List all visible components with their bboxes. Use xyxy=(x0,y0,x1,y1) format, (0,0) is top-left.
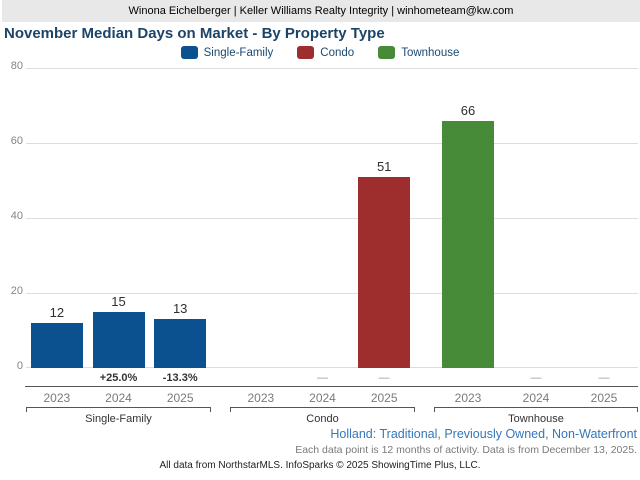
year-label-condo-2023: 2023 xyxy=(247,391,275,405)
change-label-condo-2023 xyxy=(230,371,292,386)
bar-value-label: 12 xyxy=(49,305,65,320)
bar-value-label: 13 xyxy=(172,301,188,317)
gridline-40 xyxy=(26,218,638,219)
year-label-condo-2025: 2025 xyxy=(370,391,398,405)
bar-group-condo: 51 xyxy=(230,68,415,368)
group-label: Condo xyxy=(306,413,339,425)
change-label-single-family-2024: +25.0% xyxy=(99,372,138,384)
bar-slot-condo-2023 xyxy=(230,68,292,368)
chart-legend: Single-Family Condo Townhouse xyxy=(0,46,640,59)
year-label-row: 2023 2024 2025 2023 2024 2025 2023 2024 2025 xyxy=(26,390,638,406)
group-bracket xyxy=(230,407,415,412)
year-group-single-family: 2023 2024 2025 xyxy=(26,390,211,406)
gridline-80 xyxy=(26,68,638,69)
legend-label: Single-Family xyxy=(203,46,274,59)
legend-item-single-family: Single-Family xyxy=(180,46,274,59)
legend-swatch-single-family xyxy=(180,46,198,59)
gridline-20 xyxy=(26,293,638,294)
year-label-condo-2024: 2024 xyxy=(309,391,336,405)
legend-label: Townhouse xyxy=(401,46,460,59)
group-label: Townhouse xyxy=(508,413,564,425)
legend-item-townhouse: Townhouse xyxy=(378,46,459,59)
bar-slot-townhouse-2024 xyxy=(502,68,570,368)
y-axis-tick-label: 80 xyxy=(10,60,23,72)
legend-item-condo: Condo xyxy=(297,46,354,59)
bar-single-family-2023 xyxy=(30,323,83,368)
y-axis-tick-label: 40 xyxy=(10,210,23,222)
bar-slot-townhouse-2025 xyxy=(570,68,638,368)
change-label-single-family-2023 xyxy=(26,371,88,386)
data-note: Each data point is 12 months of activity… xyxy=(295,444,637,456)
group-bracket-row: Single-Family Condo Townhouse xyxy=(26,407,638,429)
bar-value-label: 66 xyxy=(460,102,476,118)
legend-swatch-townhouse xyxy=(378,46,396,59)
y-axis-tick-label: 60 xyxy=(10,135,23,147)
agent-header-bar: Winona Eichelberger | Keller Williams Re… xyxy=(2,0,640,22)
change-group-condo: — — xyxy=(230,371,415,386)
group-bracket xyxy=(434,407,638,412)
gridline-0 xyxy=(26,367,638,368)
year-label-townhouse-2023: 2023 xyxy=(454,391,482,405)
plot-area: 12 15 13 51 66 xyxy=(26,68,638,368)
bar-slot-single-family-2023: 12 xyxy=(26,68,88,368)
change-label-condo-2025: — xyxy=(378,372,390,384)
bar-slot-single-family-2025: 13 xyxy=(149,68,211,368)
change-group-single-family: +25.0% -13.3% xyxy=(26,371,211,386)
bar-slot-condo-2024 xyxy=(292,68,354,368)
x-axis-line xyxy=(25,386,638,387)
change-group-townhouse: — — xyxy=(434,371,638,386)
copyright-line: All data from NorthstarMLS. InfoSparks ©… xyxy=(159,460,481,471)
legend-swatch-condo xyxy=(297,46,315,59)
bracket-group-condo: Condo xyxy=(230,407,415,425)
year-label-single-family-2023: 2023 xyxy=(43,391,71,405)
change-label-townhouse-2025: — xyxy=(598,372,610,384)
bracket-group-single-family: Single-Family xyxy=(26,407,211,425)
bar-single-family-2025 xyxy=(154,319,207,368)
group-label: Single-Family xyxy=(85,413,152,425)
bar-single-family-2024 xyxy=(92,311,145,368)
bar-value-label: 51 xyxy=(376,158,392,174)
year-group-townhouse: 2023 2024 2025 xyxy=(434,390,638,406)
bar-group-single-family: 12 15 13 xyxy=(26,68,211,368)
change-label-townhouse-2024: — xyxy=(530,372,542,384)
change-label-single-family-2025: -13.3% xyxy=(162,372,198,384)
change-label-condo-2024: — xyxy=(317,372,328,384)
bar-slot-single-family-2024: 15 xyxy=(88,68,150,368)
y-axis-tick-label: 20 xyxy=(10,285,23,297)
year-group-condo: 2023 2024 2025 xyxy=(230,390,415,406)
bar-slot-townhouse-2023: 66 xyxy=(434,68,502,368)
year-label-single-family-2024: 2024 xyxy=(105,391,132,405)
bar-condo-2025 xyxy=(358,176,411,368)
year-label-townhouse-2024: 2024 xyxy=(522,391,550,405)
y-axis-tick-label: 0 xyxy=(16,360,23,372)
bar-townhouse-2023 xyxy=(442,120,494,368)
search-filter-summary: Holland: Traditional, Previously Owned, … xyxy=(330,427,637,441)
bracket-group-townhouse: Townhouse xyxy=(434,407,638,425)
group-bracket xyxy=(26,407,211,412)
bar-group-townhouse: 66 xyxy=(434,68,638,368)
bar-value-label: 15 xyxy=(111,293,126,309)
gridline-60 xyxy=(26,143,638,144)
change-percent-row: +25.0% -13.3% — — — — xyxy=(26,371,638,386)
legend-label: Condo xyxy=(320,46,355,59)
year-label-single-family-2025: 2025 xyxy=(166,391,194,405)
chart-title: November Median Days on Market - By Prop… xyxy=(4,25,385,42)
change-label-townhouse-2023 xyxy=(434,371,502,386)
year-label-townhouse-2025: 2025 xyxy=(590,391,618,405)
bar-slot-condo-2025: 51 xyxy=(353,68,415,368)
